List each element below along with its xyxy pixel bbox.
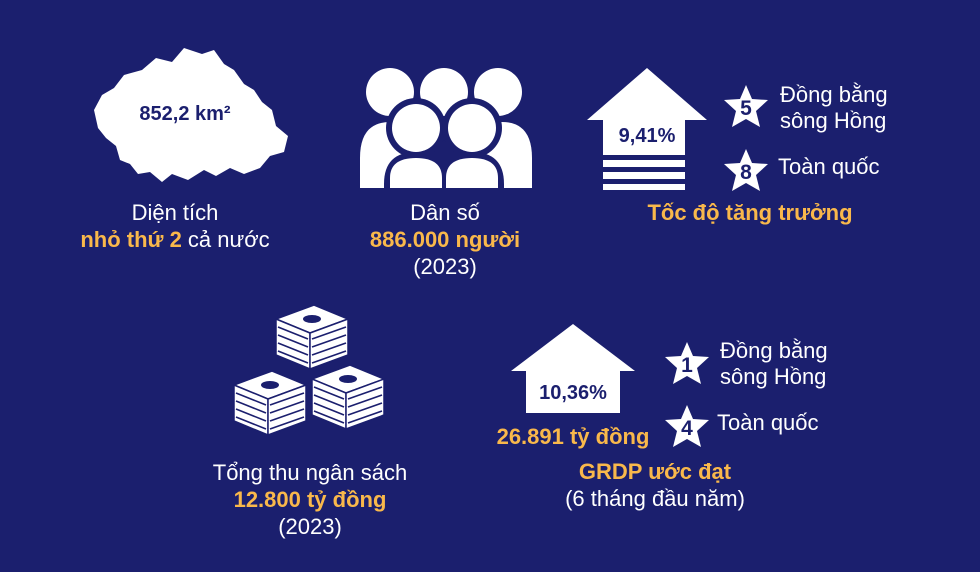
area-rank-suffix: cả nước bbox=[181, 227, 270, 252]
grdp-title: GRDP ước đạt bbox=[578, 459, 732, 484]
budget-caption: Tổng thu ngân sách 12.800 tỷ đồng (2023) bbox=[180, 459, 440, 540]
people-group-icon bbox=[360, 68, 532, 188]
growth-rank-2-num: 8 bbox=[740, 161, 752, 184]
area-rank: nhỏ thứ 2 bbox=[80, 227, 182, 252]
area-label: Diện tích bbox=[131, 200, 219, 225]
grdp-rank-2-num: 4 bbox=[681, 417, 693, 440]
grdp-rank-1-num: 1 bbox=[681, 354, 693, 377]
population-year: (2023) bbox=[413, 254, 477, 279]
area-value: 852,2 km² bbox=[139, 103, 231, 125]
budget-label: Tổng thu ngân sách bbox=[212, 460, 408, 485]
grdp-arrow-icon bbox=[511, 324, 635, 413]
growth-rank-1-label: Đồng bằng sông Hồng bbox=[780, 82, 888, 133]
grdp-caption: GRDP ước đạt (6 tháng đầu năm) bbox=[520, 458, 790, 512]
money-stacks-icon bbox=[233, 304, 385, 436]
growth-arrow-icon bbox=[587, 68, 707, 190]
star-rank-icon: 5 bbox=[724, 85, 768, 127]
growth-value: 9,41% bbox=[618, 125, 676, 147]
growth-rank-1-num: 5 bbox=[740, 97, 752, 120]
grdp-amount: 26.891 tỷ đồng bbox=[496, 424, 650, 449]
grdp-rank-2-label: Toàn quốc bbox=[717, 410, 819, 435]
star-rank-icon: 4 bbox=[665, 405, 709, 447]
grdp-value: 10,36% bbox=[539, 382, 607, 404]
grdp-rank-1-label: Đồng bằng sông Hồng bbox=[720, 338, 828, 389]
growth-title: Tốc độ tăng trưởng bbox=[647, 200, 853, 225]
growth-rank-2-label: Toàn quốc bbox=[778, 154, 880, 179]
budget-year: (2023) bbox=[278, 514, 342, 539]
area-caption: Diện tích nhỏ thứ 2 cả nước bbox=[40, 199, 310, 253]
star-rank-icon: 1 bbox=[665, 342, 709, 384]
population-value: 886.000 người bbox=[369, 227, 521, 252]
budget-value: 12.800 tỷ đồng bbox=[233, 487, 387, 512]
province-map-icon bbox=[94, 48, 288, 182]
grdp-period: (6 tháng đầu năm) bbox=[565, 486, 745, 511]
population-caption: Dân số 886.000 người (2023) bbox=[335, 199, 555, 280]
star-rank-icon: 8 bbox=[724, 149, 768, 191]
population-label: Dân số bbox=[410, 200, 480, 225]
